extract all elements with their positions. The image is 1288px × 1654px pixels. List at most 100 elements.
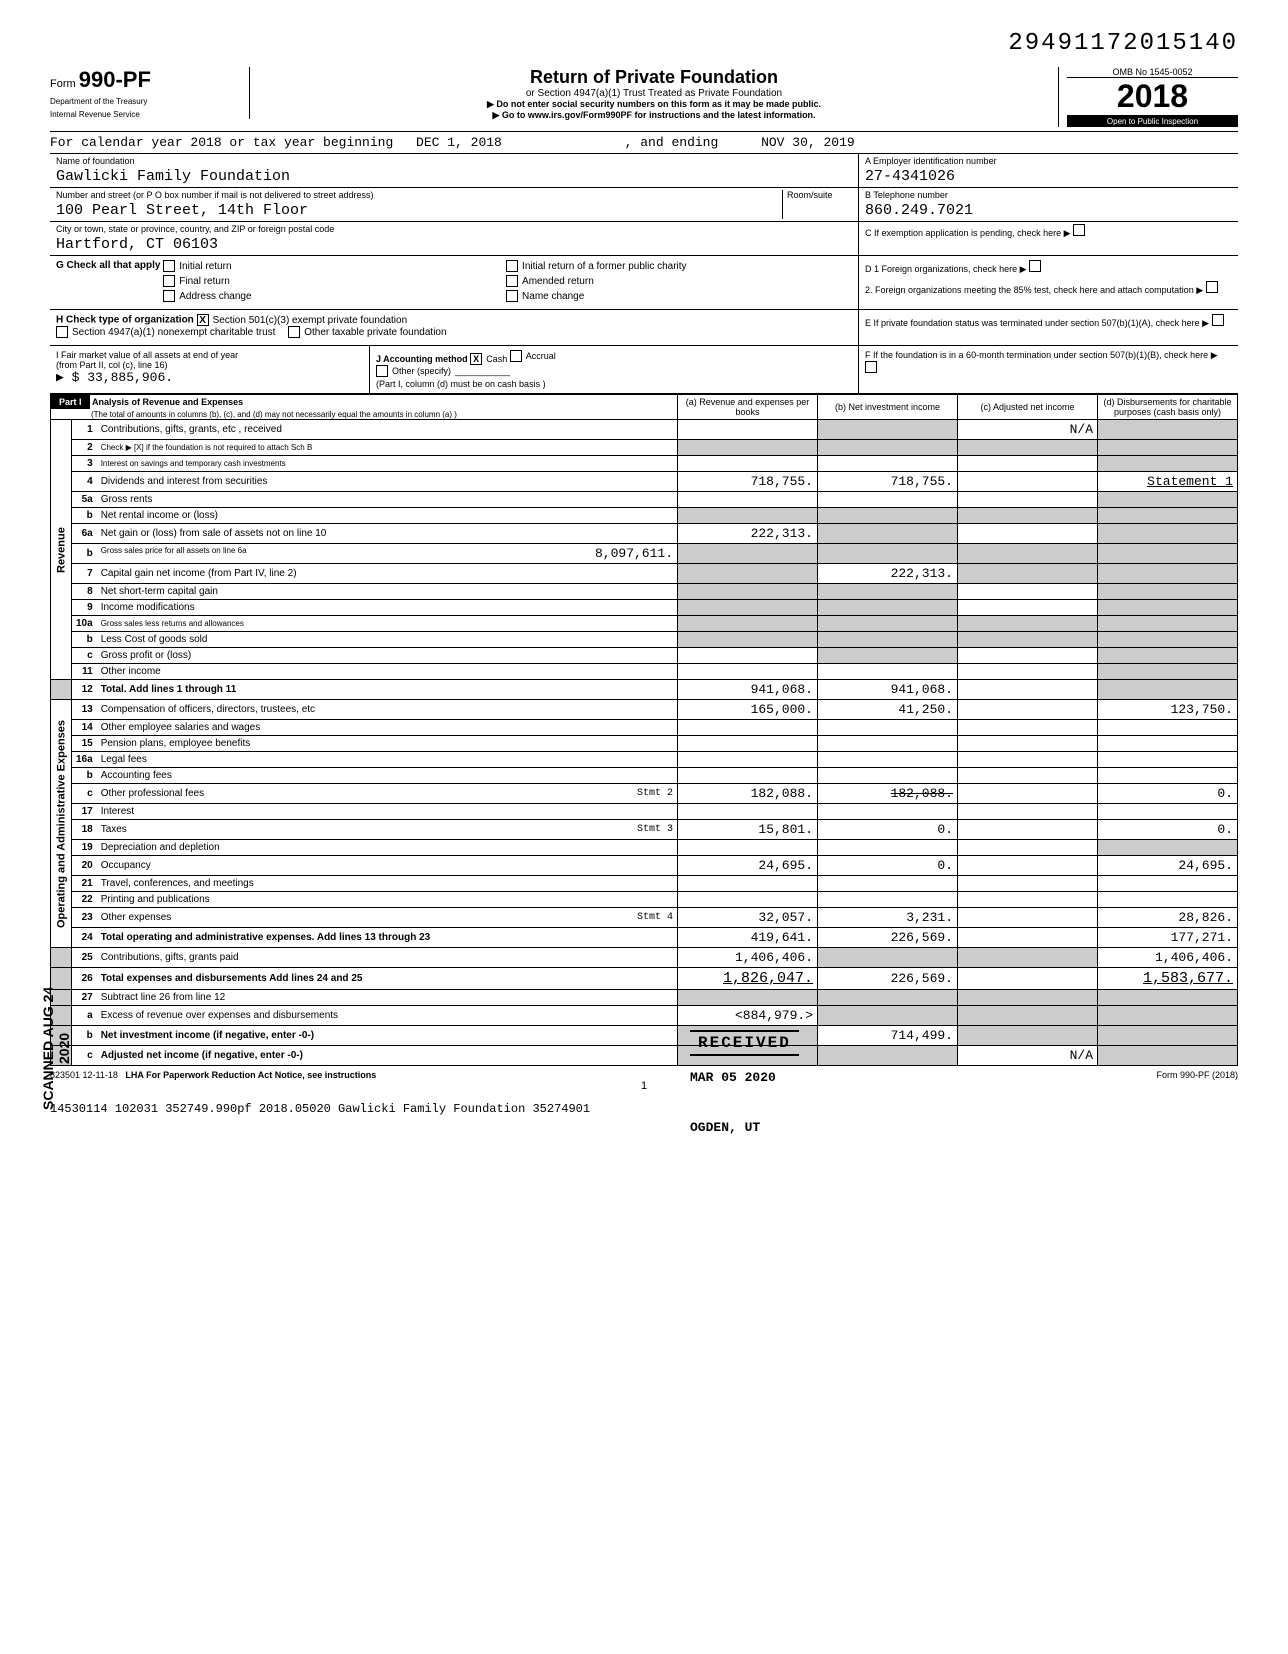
r9-desc: Income modifications (97, 600, 678, 616)
r27aa: <884,979.> (678, 1006, 818, 1026)
cal-prefix: For calendar year 2018 or tax year begin… (50, 135, 393, 150)
r24-desc: Total operating and administrative expen… (97, 928, 678, 948)
received-loc-stamp: OGDEN, UT (690, 1120, 760, 1135)
table-row: 11Other income (51, 664, 1238, 680)
r24d: 177,271. (1098, 928, 1238, 948)
g-opt-3: Initial return of a former public charit… (522, 261, 687, 272)
form-page: 29491172015140 Form 990-PF Department of… (50, 30, 1238, 1116)
j-other-checkbox[interactable] (376, 365, 388, 377)
r6aa: 222,313. (678, 524, 818, 544)
f-checkbox[interactable] (865, 361, 877, 373)
r6a-desc: Net gain or (loss) from sale of assets n… (97, 524, 678, 544)
tel-label: B Telephone number (865, 190, 948, 200)
g-amended-checkbox[interactable] (506, 275, 518, 287)
h2-checkbox[interactable] (56, 326, 68, 338)
c-label: C If exemption application is pending, c… (865, 228, 1061, 238)
table-row: cGross profit or (loss) (51, 648, 1238, 664)
r27cc: N/A (958, 1046, 1098, 1066)
r4b: 718,755. (818, 472, 958, 492)
e-checkbox[interactable] (1212, 314, 1224, 326)
table-row: Operating and Administrative Expenses 13… (51, 700, 1238, 720)
part1-table: Part I Analysis of Revenue and Expenses … (50, 394, 1238, 1066)
table-row: 10aGross sales less returns and allowanc… (51, 616, 1238, 632)
g-namechg-checkbox[interactable] (506, 290, 518, 302)
g-section: G Check all that apply Initial return Fi… (50, 256, 858, 309)
g-final-checkbox[interactable] (163, 275, 175, 287)
r18b: 0. (818, 820, 958, 840)
r27-desc: Subtract line 26 from line 12 (97, 990, 678, 1006)
d1-checkbox[interactable] (1029, 260, 1041, 272)
j-cash: Cash (486, 354, 507, 364)
r26-desc: Total expenses and disbursements Add lin… (97, 968, 678, 990)
table-row: Revenue 1Contributions, gifts, grants, e… (51, 420, 1238, 440)
j-note: (Part I, column (d) must be on cash basi… (376, 379, 546, 389)
g-initial-checkbox[interactable] (163, 260, 175, 272)
table-row: 26Total expenses and disbursements Add l… (51, 968, 1238, 990)
h3-checkbox[interactable] (288, 326, 300, 338)
j-accrual: Accrual (526, 351, 556, 361)
ein-cell: A Employer identification number 27-4341… (859, 154, 1238, 188)
department: Department of the Treasury (50, 97, 241, 106)
city-value: Hartford, CT 06103 (56, 236, 852, 253)
r4-desc: Dividends and interest from securities (97, 472, 678, 492)
name-label: Name of foundation (56, 156, 135, 166)
e-label: E If private foundation status was termi… (865, 318, 1200, 328)
h1-checkbox[interactable]: X (197, 314, 209, 326)
table-row: aExcess of revenue over expenses and dis… (51, 1006, 1238, 1026)
table-row: 14Other employee salaries and wages (51, 720, 1238, 736)
r13d: 123,750. (1098, 700, 1238, 720)
table-row: cOther professional fees Stmt 2182,088.1… (51, 784, 1238, 804)
j-accrual-checkbox[interactable] (510, 350, 522, 362)
d2-checkbox[interactable] (1206, 281, 1218, 293)
table-row: 18Taxes Stmt 315,801.0.0. (51, 820, 1238, 840)
r27c-desc: Adjusted net income (if negative, enter … (97, 1046, 678, 1066)
g-former-checkbox[interactable] (506, 260, 518, 272)
table-row: 5aGross rents (51, 492, 1238, 508)
table-row: 7Capital gain net income (from Part IV, … (51, 564, 1238, 584)
r13b: 41,250. (818, 700, 958, 720)
r18-desc: Taxes Stmt 3 (97, 820, 678, 840)
ein-value: 27-4341026 (865, 168, 1232, 185)
form-subtitle: or Section 4947(a)(1) Trust Treated as P… (260, 88, 1048, 99)
table-row: 12Total. Add lines 1 through 11941,068.9… (51, 680, 1238, 700)
page-number: 1 (50, 1080, 1238, 1092)
g-addr-checkbox[interactable] (163, 290, 175, 302)
check-grid-ij: I Fair market value of all assets at end… (50, 346, 1238, 394)
j-cash-checkbox[interactable]: X (470, 353, 482, 365)
r19-desc: Depreciation and depletion (97, 840, 678, 856)
i-label: I Fair market value of all assets at end… (56, 350, 238, 360)
inspection-notice: Open to Public Inspection (1067, 115, 1238, 127)
r14-desc: Other employee salaries and wages (97, 720, 678, 736)
r20d: 24,695. (1098, 856, 1238, 876)
ij-section: I Fair market value of all assets at end… (50, 346, 858, 393)
room-suite: Room/suite (782, 190, 852, 219)
table-row: bAccounting fees (51, 768, 1238, 784)
r16a-desc: Legal fees (97, 752, 678, 768)
r18a: 15,801. (678, 820, 818, 840)
r27bb: 714,499. (818, 1026, 958, 1046)
h3-label: Other taxable private foundation (304, 327, 446, 338)
table-row: 9Income modifications (51, 600, 1238, 616)
r13-desc: Compensation of officers, directors, tru… (97, 700, 678, 720)
r21-desc: Travel, conferences, and meetings (97, 876, 678, 892)
c-checkbox[interactable] (1073, 224, 1085, 236)
r16b-desc: Accounting fees (97, 768, 678, 784)
info-grid: Name of foundation Gawlicki Family Found… (50, 154, 1238, 256)
tax-year: 2018 (1067, 78, 1238, 115)
r1-c: N/A (958, 420, 1098, 440)
year-box: OMB No 1545-0052 2018 Open to Public Ins… (1058, 67, 1238, 127)
table-row: 6aNet gain or (loss) from sale of assets… (51, 524, 1238, 544)
i-from: (from Part II, col (c), line 16) (56, 360, 168, 370)
d2-row: 2. Foreign organizations meeting the 85%… (865, 281, 1232, 296)
address: 100 Pearl Street, 14th Floor (56, 202, 782, 219)
footer-line-2: 14530114 102031 352749.990pf 2018.05020 … (50, 1102, 1238, 1116)
r6b-desc: Gross sales price for all assets on line… (97, 544, 678, 564)
r18d: 0. (1098, 820, 1238, 840)
r20a: 24,695. (678, 856, 818, 876)
omb-number: OMB No 1545-0052 (1067, 67, 1238, 78)
received-date-stamp: MAR 05 2020 (690, 1070, 776, 1085)
r12a: 941,068. (678, 680, 818, 700)
h-label: H Check type of organization (56, 315, 194, 326)
i-value: ▶ $ 33,885,906. (56, 370, 173, 385)
i-section: I Fair market value of all assets at end… (50, 346, 370, 393)
